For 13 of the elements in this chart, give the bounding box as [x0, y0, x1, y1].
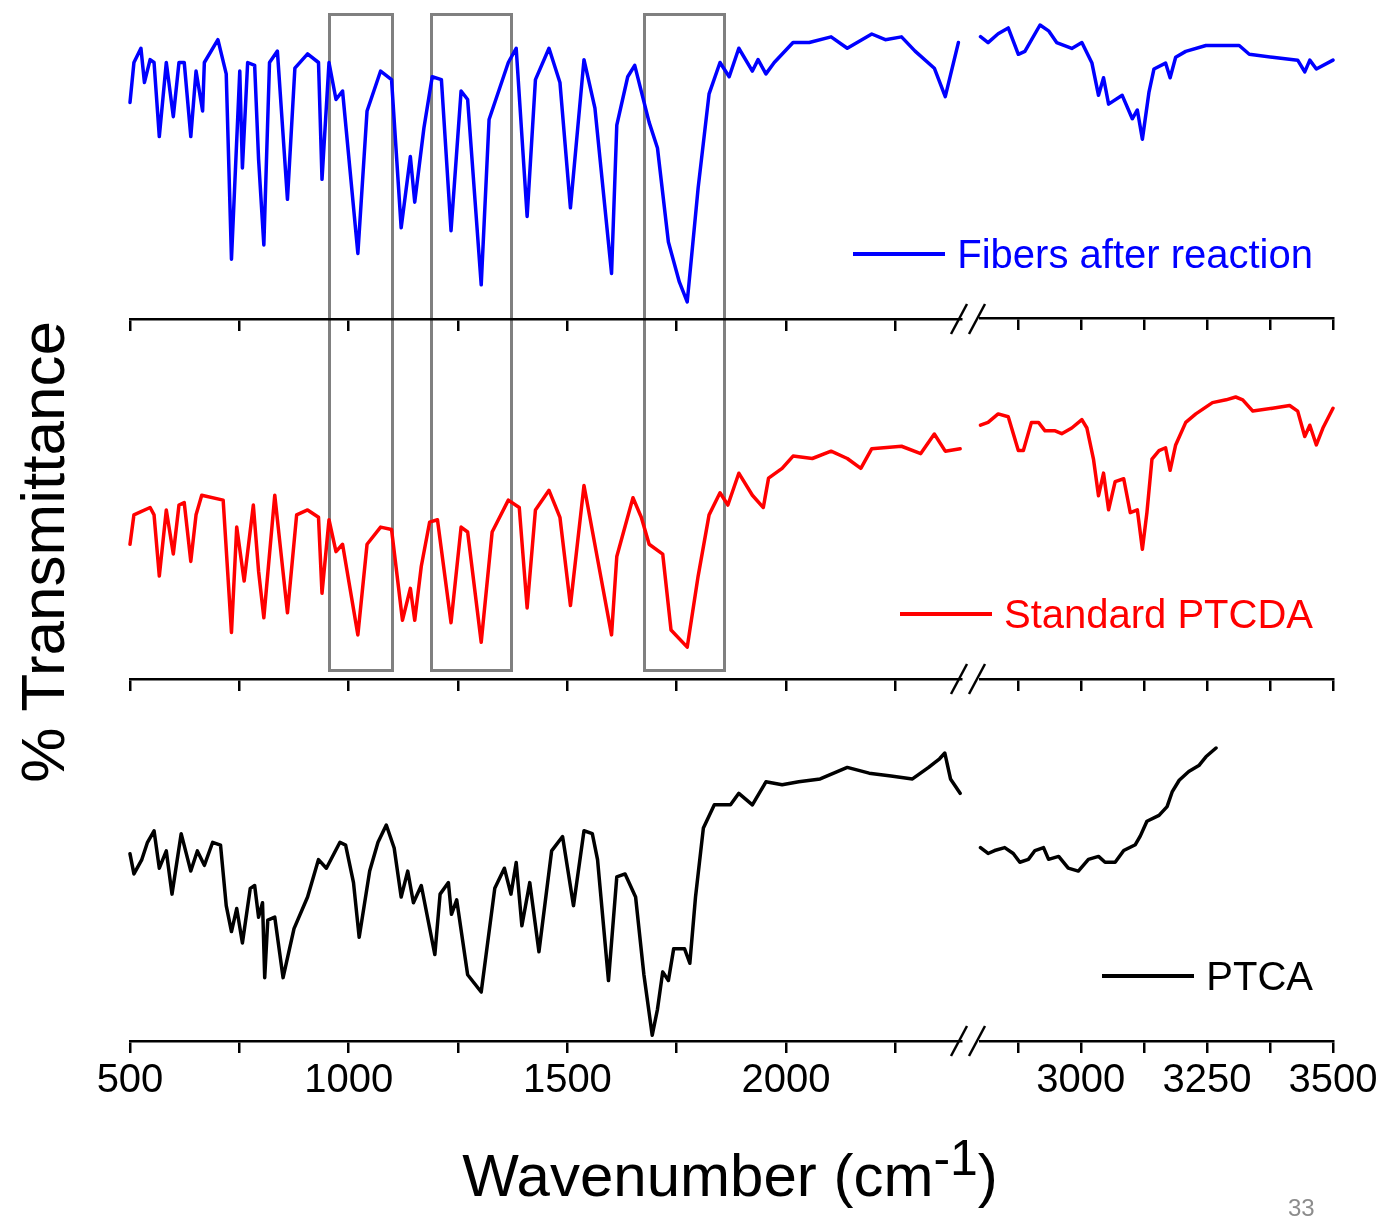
x-axis-title: Wavenumber (cm$^{-1}$) [462, 1129, 998, 1211]
x-tick-label: 3250 [1162, 1056, 1252, 1101]
x-tick-label: 1000 [304, 1056, 394, 1101]
legend-label: PTCA [1206, 953, 1313, 999]
x-tick-label: 3000 [1036, 1056, 1126, 1101]
y-axis-title: % Transmittance [6, 321, 78, 783]
x-tick-label: 1500 [522, 1056, 612, 1101]
x-tick-label: 500 [96, 1056, 164, 1101]
x-tick-label: 2000 [741, 1056, 831, 1101]
x-tick-label: 3500 [1288, 1056, 1378, 1101]
legend-label: Fibers after reaction [957, 231, 1313, 277]
text: 33 [1288, 1194, 1315, 1222]
legend-label: Standard PTCDA [1003, 591, 1313, 637]
